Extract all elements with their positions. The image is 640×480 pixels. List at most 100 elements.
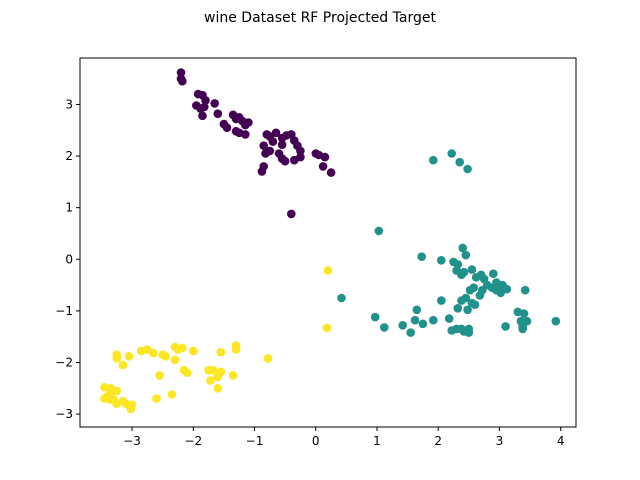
x-tick-label: −1	[246, 434, 264, 448]
scatter-point	[482, 280, 492, 290]
scatter-point	[136, 346, 146, 356]
scatter-point	[418, 319, 428, 329]
scatter-point	[475, 291, 485, 300]
x-tick-label: 4	[557, 434, 565, 448]
scatter-point	[170, 355, 180, 365]
scatter-point	[551, 316, 561, 326]
scatter-point	[398, 321, 408, 330]
scatter-point	[222, 123, 232, 132]
x-tick-label: 0	[312, 434, 320, 448]
scatter-point	[318, 162, 328, 171]
y-tick-label: 1	[65, 201, 73, 215]
scatter-point	[189, 346, 198, 356]
scatter-point	[502, 284, 512, 294]
scatter-point	[323, 266, 333, 275]
scatter-point	[280, 156, 290, 166]
scatter-point	[296, 146, 305, 156]
scatter-point	[216, 347, 226, 357]
scatter-point	[463, 164, 472, 174]
scatter-point	[182, 368, 192, 378]
scatter-point	[374, 226, 384, 236]
scatter-point	[176, 68, 186, 77]
scatter-point	[519, 309, 529, 318]
scatter-point	[210, 99, 219, 108]
scatter-point	[465, 285, 475, 295]
y-tick-label: −1	[55, 304, 73, 318]
scatter-point	[437, 296, 446, 305]
scatter-point	[155, 371, 164, 380]
scatter-point	[489, 269, 498, 279]
scatter-point	[198, 111, 207, 121]
scatter-point	[112, 354, 121, 363]
scatter-point	[244, 118, 253, 127]
scatter-point	[467, 265, 477, 274]
scatter-point	[326, 168, 336, 177]
x-tick-label: 2	[434, 434, 442, 448]
scatter-point	[444, 314, 454, 323]
scatter-point	[458, 243, 468, 253]
scatter-point	[241, 130, 250, 139]
scatter-point	[453, 304, 463, 313]
x-tick-label: 1	[373, 434, 381, 448]
scatter-point	[455, 157, 465, 167]
scatter-point	[112, 399, 121, 409]
scatter-point	[290, 155, 299, 165]
scatter-point	[464, 328, 474, 337]
scatter-point	[406, 328, 416, 337]
y-tick-label: −3	[55, 407, 73, 421]
scatter-point	[320, 152, 330, 162]
y-tick-label: 2	[65, 149, 73, 163]
y-tick-label: 0	[65, 252, 73, 266]
scatter-point	[213, 372, 223, 382]
scatter-point	[265, 146, 275, 156]
scatter-point	[178, 76, 187, 86]
y-tick-label: 3	[65, 97, 73, 111]
scatter-point	[277, 140, 287, 149]
scatter-point	[447, 149, 457, 158]
scatter-point	[200, 102, 209, 112]
plot-area: −3 −2 −1 0 1 2 3 4 −3 −2 −1 0 1 2 3	[55, 57, 577, 448]
scatter-point	[201, 96, 210, 105]
scatter-point	[412, 305, 422, 315]
scatter-point	[457, 296, 466, 305]
scatter-point	[167, 390, 177, 399]
chart-title: wine Dataset RF Projected Target	[204, 10, 436, 26]
scatter-point	[126, 404, 136, 414]
scatter-point	[231, 345, 241, 354]
scatter-point	[501, 322, 510, 331]
scatter-point	[259, 141, 269, 150]
scatter-point	[457, 270, 466, 280]
x-tick-label: −2	[184, 434, 202, 448]
scatter-point	[370, 312, 380, 322]
scatter-point	[173, 345, 183, 354]
scatter-point	[213, 109, 223, 118]
scatter-point	[463, 305, 472, 315]
scatter-point	[429, 155, 438, 165]
scatter-point	[287, 209, 296, 219]
scatter-point	[268, 137, 278, 146]
axes-frame	[79, 57, 577, 428]
scatter-point	[380, 323, 389, 332]
x-tick-label: −3	[123, 434, 141, 448]
scatter-point	[470, 300, 480, 310]
scatter-point	[263, 354, 273, 363]
scatter-point	[213, 384, 223, 393]
scatter-point	[518, 324, 527, 334]
scatter-point	[228, 371, 238, 380]
scatter-point	[437, 255, 446, 265]
scatter-point	[461, 250, 471, 260]
x-tick-label: 3	[496, 434, 504, 448]
scatter-point	[118, 360, 128, 370]
scatter-point	[257, 167, 267, 176]
scatter-point	[124, 352, 134, 361]
scatter-point	[161, 352, 170, 361]
scatter-point	[206, 376, 215, 385]
scatter-point	[410, 315, 420, 325]
scatter-point	[337, 293, 346, 303]
scatter-point	[429, 315, 438, 325]
scatter-point	[322, 323, 332, 333]
scatter-point	[271, 128, 281, 138]
scatter-point	[152, 394, 161, 403]
